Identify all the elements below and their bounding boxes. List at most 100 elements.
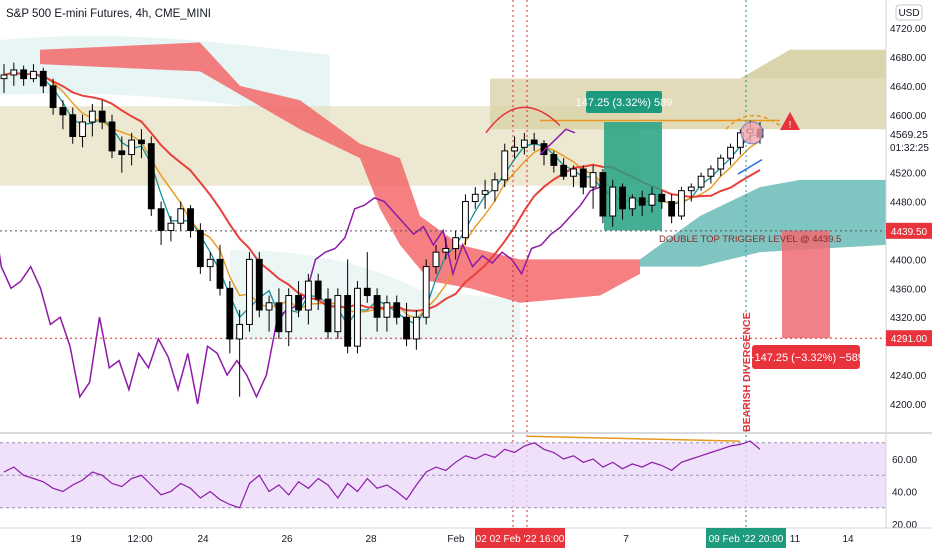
candle: [20, 65, 28, 86]
rsi-tick-label: 60.00: [892, 455, 917, 466]
candle: [255, 252, 263, 318]
candle: [206, 252, 214, 282]
price-label-bg-1: [886, 330, 932, 347]
candle: [668, 194, 676, 224]
candle: [383, 295, 391, 332]
candle: [334, 288, 342, 339]
range-band-right: [490, 78, 886, 130]
candle: [314, 273, 322, 310]
candle: [599, 169, 607, 224]
lagging-tail: [539, 128, 576, 156]
candle: [88, 103, 96, 137]
last-price-label: 4569.25: [890, 129, 928, 141]
y-tick-label: 4400.00: [890, 255, 927, 266]
bear-cloud: [40, 42, 640, 303]
candle: [108, 114, 116, 159]
y-tick-label: 4480.00: [890, 198, 927, 209]
y-tick-label: 4680.00: [890, 53, 927, 64]
rsi-divergence-line: [526, 435, 741, 442]
countdown-label: 01:32:25: [890, 143, 929, 154]
candle: [285, 288, 293, 347]
candle: [265, 295, 273, 332]
candle: [354, 281, 361, 354]
x-tick-label: 7: [623, 534, 629, 545]
candle: [30, 64, 37, 83]
annotations: !: [485, 106, 800, 175]
candle: [128, 132, 136, 166]
candle: [570, 165, 577, 188]
y-tick-label: 4520.00: [890, 169, 927, 180]
candle: [275, 288, 283, 339]
candle: [236, 310, 244, 397]
candle: [520, 132, 528, 155]
candle: [579, 165, 587, 195]
candle: [177, 201, 185, 231]
currency-button[interactable]: USD: [898, 8, 919, 19]
short-position-label[interactable]: −147.25 (−3.32%) −589: [748, 352, 864, 364]
top-arc-2: [725, 114, 781, 130]
candle: [491, 172, 499, 202]
candle: [118, 136, 126, 173]
candle: [187, 205, 194, 238]
candle: [471, 187, 479, 209]
cloud-future-top: [740, 49, 886, 79]
candle: [226, 281, 234, 354]
date-marker-feb-02: 02 02 Feb '22 16:00: [476, 534, 565, 545]
candle: [619, 183, 626, 220]
x-tick-label: 11: [790, 534, 801, 545]
candle: [717, 154, 725, 177]
candle: [432, 244, 440, 274]
candle: [39, 67, 47, 94]
candle: [79, 114, 86, 148]
candle: [295, 281, 302, 318]
candle: [98, 100, 106, 130]
candle: [501, 143, 509, 188]
candle: [658, 190, 666, 209]
candle: [324, 288, 332, 339]
candle: [138, 129, 145, 159]
candle: [412, 310, 420, 350]
candle: [511, 136, 518, 159]
candle: [540, 140, 548, 166]
candle: [59, 100, 67, 130]
candle: [393, 295, 401, 325]
candle: [638, 190, 646, 216]
rsi-tick-label: 20.00: [892, 520, 917, 531]
candle: [69, 107, 77, 144]
candle: [550, 150, 558, 173]
candle: [687, 183, 695, 202]
top-arc-1: [485, 106, 561, 134]
bearish-divergence-label: BEARISH DIVERGENCE: [741, 312, 753, 432]
price-label: 4439.50: [891, 227, 928, 238]
candles: [0, 62, 764, 397]
candle: [147, 136, 155, 216]
candle: [196, 223, 204, 274]
price-label: 4291.00: [891, 334, 928, 345]
candle: [481, 179, 489, 209]
warning-icon: [780, 112, 800, 130]
candle: [727, 143, 734, 166]
candle: [373, 288, 381, 332]
candle: [0, 64, 8, 94]
x-tick-label: 24: [197, 534, 209, 545]
candle: [157, 201, 165, 245]
trigger-level-label: DOUBLE TOP TRIGGER LEVEL @ 4439.5: [659, 234, 841, 245]
long-position-label[interactable]: 147.25 (3.32%) 589: [576, 97, 673, 109]
candle: [10, 62, 18, 86]
candle: [49, 78, 57, 115]
short-position-box[interactable]: [782, 230, 830, 339]
candle: [442, 237, 450, 260]
x-tick-label: 28: [365, 534, 377, 545]
x-tick-label: 12:00: [127, 534, 152, 545]
overlays: [0, 0, 886, 528]
cloud-bg-lower: [230, 250, 520, 340]
x-tick-label: 14: [842, 534, 854, 545]
candle: [246, 252, 253, 332]
candle: [452, 230, 460, 260]
candle: [678, 187, 685, 220]
x-tick-label: Feb: [447, 534, 465, 545]
candle: [530, 132, 538, 151]
candle: [363, 252, 371, 303]
